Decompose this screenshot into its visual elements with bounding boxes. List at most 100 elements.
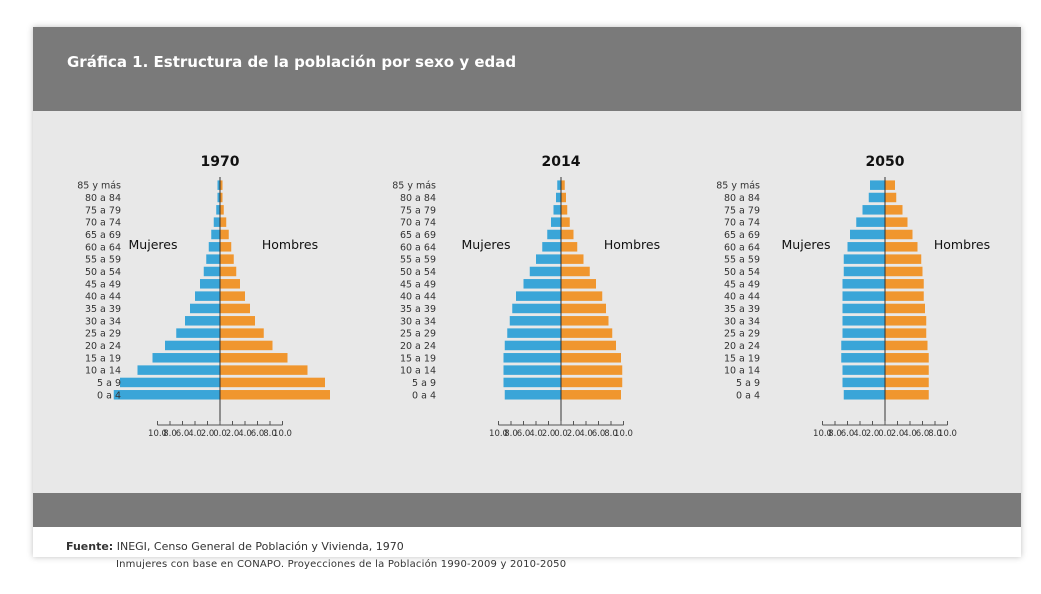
source-label: Fuente: <box>66 540 114 553</box>
bar-male-0 <box>885 180 895 190</box>
age-label: 25 a 29 <box>85 329 121 340</box>
bar-male-2 <box>885 205 903 215</box>
male-label: Hombres <box>934 237 990 252</box>
bar-female-4 <box>547 229 561 240</box>
bar-female-13 <box>165 340 220 351</box>
x-tick-label: 2.0 <box>542 429 556 439</box>
age-label: 75 a 79 <box>85 205 121 216</box>
bar-female-16 <box>120 377 220 388</box>
bar-male-16 <box>885 377 929 388</box>
age-label: 35 a 39 <box>400 304 436 315</box>
source-line-2: Inmujeres con base en CONAPO. Proyeccion… <box>116 559 567 570</box>
bar-male-13 <box>885 340 928 351</box>
bar-male-5 <box>885 242 918 252</box>
bar-female-11 <box>842 316 885 326</box>
x-tick-label: 4.0 <box>529 429 543 439</box>
bar-male-10 <box>561 303 606 314</box>
bar-female-11 <box>509 316 561 326</box>
age-label: 30 a 34 <box>85 316 121 327</box>
age-label: 40 a 44 <box>85 292 121 303</box>
age-label: 75 a 79 <box>724 205 760 216</box>
x-tick-label: 2.0 <box>226 429 240 439</box>
bar-female-12 <box>842 328 885 338</box>
x-tick-label: 10.0 <box>813 429 832 439</box>
bar-female-10 <box>842 303 885 314</box>
bar-female-15 <box>842 365 885 375</box>
bar-male-5 <box>561 242 578 252</box>
female-label: Mujeres <box>129 237 178 252</box>
x-tick-label: 6.0 <box>916 429 930 439</box>
bar-male-3 <box>220 217 227 227</box>
bar-male-12 <box>885 328 927 338</box>
bar-male-8 <box>885 279 924 289</box>
bar-female-2 <box>216 205 220 215</box>
x-tick-label: 8.0 <box>163 429 177 439</box>
x-tick-label: 6.0 <box>841 429 855 439</box>
bottom-bar <box>33 493 1021 527</box>
x-tick-label: 2.0 <box>866 429 880 439</box>
bar-male-1 <box>885 192 897 203</box>
age-label: 85 y más <box>77 181 121 192</box>
bar-female-8 <box>200 279 220 289</box>
bar-male-4 <box>885 229 913 240</box>
source-text-1: INEGI, Censo General de Población y Vivi… <box>116 540 404 553</box>
age-label: 30 a 34 <box>724 316 760 327</box>
x-tick-label: 10.0 <box>273 429 292 439</box>
age-label: 45 a 49 <box>400 279 436 290</box>
bar-female-10 <box>512 303 561 314</box>
x-tick-label: 0.0 <box>878 429 892 439</box>
x-tick-label: 8.0 <box>928 429 942 439</box>
bar-male-14 <box>561 353 621 363</box>
bar-male-9 <box>220 291 245 301</box>
bar-female-7 <box>529 266 561 277</box>
chart-title: Gráfica 1. Estructura de la población po… <box>67 53 517 71</box>
bar-female-3 <box>856 217 885 227</box>
female-label: Mujeres <box>782 237 831 252</box>
age-label: 20 a 24 <box>400 341 436 352</box>
bar-female-0 <box>870 180 885 190</box>
bar-female-10 <box>190 303 220 314</box>
bar-female-12 <box>176 328 220 338</box>
bar-female-14 <box>152 353 220 363</box>
age-label: 55 a 59 <box>85 255 121 266</box>
bar-male-17 <box>220 390 330 400</box>
bar-female-9 <box>195 291 220 301</box>
age-label: 10 a 14 <box>85 366 121 377</box>
x-tick-label: 6.0 <box>176 429 190 439</box>
age-label: 5 a 9 <box>97 378 121 389</box>
age-label: 45 a 49 <box>724 279 760 290</box>
bar-female-13 <box>841 340 885 351</box>
bar-male-6 <box>561 254 584 264</box>
age-label: 10 a 14 <box>724 366 760 377</box>
bar-male-8 <box>220 279 240 289</box>
bar-male-11 <box>561 316 609 326</box>
x-tick-label: 6.0 <box>251 429 265 439</box>
x-tick-label: 4.0 <box>188 429 202 439</box>
age-label: 0 a 4 <box>412 390 436 401</box>
age-label: 40 a 44 <box>400 292 436 303</box>
bar-male-16 <box>561 377 623 388</box>
bar-female-6 <box>843 254 885 264</box>
age-label: 35 a 39 <box>85 304 121 315</box>
age-label: 0 a 4 <box>736 390 760 401</box>
bar-female-7 <box>843 266 885 277</box>
bar-female-14 <box>503 353 561 363</box>
age-label: 70 a 74 <box>85 218 121 229</box>
age-label: 60 a 64 <box>85 242 121 253</box>
bar-male-7 <box>561 266 590 277</box>
bar-male-12 <box>561 328 613 338</box>
x-tick-label: 10.0 <box>148 429 167 439</box>
bar-male-15 <box>220 365 308 375</box>
bar-male-0 <box>220 180 223 190</box>
bar-male-17 <box>885 390 929 400</box>
age-label: 15 a 19 <box>724 353 760 364</box>
age-label: 25 a 29 <box>724 329 760 340</box>
bar-male-6 <box>885 254 922 264</box>
bar-male-10 <box>885 303 925 314</box>
bar-male-7 <box>885 266 923 277</box>
bar-male-13 <box>220 340 273 351</box>
x-tick-label: 0.0 <box>213 429 227 439</box>
x-tick-label: 4.0 <box>853 429 867 439</box>
bar-male-3 <box>561 217 570 227</box>
bar-male-1 <box>220 192 223 203</box>
